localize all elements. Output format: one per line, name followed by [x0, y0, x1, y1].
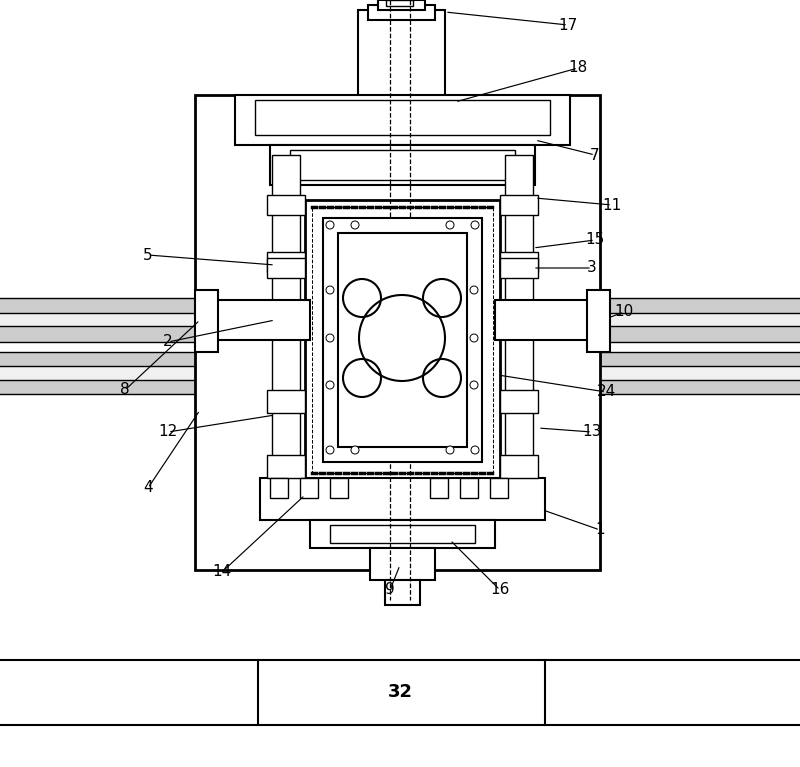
Bar: [0, 313, 800, 326]
Text: 4: 4: [143, 480, 153, 495]
Circle shape: [326, 381, 334, 389]
Circle shape: [470, 381, 478, 389]
Bar: [500, 252, 538, 272]
Bar: [200, 300, 310, 340]
Bar: [378, 0, 425, 10]
Text: 5: 5: [143, 248, 153, 262]
Bar: [505, 155, 533, 490]
Bar: [195, 95, 600, 570]
Bar: [0, 298, 800, 313]
Bar: [0, 380, 800, 394]
Circle shape: [351, 221, 359, 229]
Bar: [386, 0, 413, 6]
Bar: [270, 145, 535, 185]
Circle shape: [351, 446, 359, 454]
Circle shape: [326, 334, 334, 342]
Bar: [270, 478, 288, 498]
Bar: [500, 195, 538, 215]
Text: 32: 32: [387, 683, 413, 701]
Text: 24: 24: [596, 384, 616, 400]
Circle shape: [446, 446, 454, 454]
Bar: [385, 580, 420, 605]
Bar: [330, 478, 348, 498]
Text: 1: 1: [595, 522, 605, 538]
Bar: [495, 300, 605, 340]
Bar: [460, 478, 478, 498]
Circle shape: [471, 221, 479, 229]
Bar: [368, 5, 435, 20]
Text: 9: 9: [385, 582, 395, 597]
Circle shape: [470, 334, 478, 342]
Text: 10: 10: [614, 304, 634, 320]
Bar: [310, 520, 495, 548]
Bar: [500, 455, 538, 478]
Text: 2: 2: [163, 334, 173, 350]
Bar: [0, 326, 800, 342]
Bar: [0, 352, 800, 366]
Text: 11: 11: [602, 197, 622, 212]
Bar: [587, 290, 610, 352]
Text: 7: 7: [590, 147, 600, 163]
Bar: [258, 660, 545, 725]
Circle shape: [471, 446, 479, 454]
Bar: [290, 150, 515, 180]
Bar: [490, 478, 508, 498]
Bar: [267, 252, 305, 272]
Bar: [358, 10, 445, 97]
Bar: [370, 548, 435, 580]
Circle shape: [326, 286, 334, 294]
Bar: [0, 366, 800, 380]
Bar: [267, 195, 305, 215]
Bar: [330, 525, 475, 543]
Bar: [195, 290, 218, 352]
Text: 17: 17: [558, 18, 578, 32]
Bar: [305, 200, 500, 480]
Text: 13: 13: [582, 424, 602, 439]
Text: 14: 14: [212, 565, 232, 580]
Text: 18: 18: [568, 61, 588, 75]
Bar: [235, 95, 570, 145]
Bar: [430, 478, 448, 498]
Text: 15: 15: [586, 232, 605, 248]
Bar: [323, 218, 482, 462]
Bar: [338, 233, 467, 447]
Bar: [267, 455, 305, 478]
Circle shape: [326, 221, 334, 229]
Text: 3: 3: [587, 261, 597, 275]
Bar: [267, 258, 305, 278]
Circle shape: [326, 446, 334, 454]
Bar: [267, 390, 305, 413]
Circle shape: [470, 286, 478, 294]
Circle shape: [446, 221, 454, 229]
Bar: [300, 478, 318, 498]
Text: 12: 12: [158, 424, 178, 439]
Bar: [272, 155, 300, 490]
Bar: [500, 390, 538, 413]
Bar: [255, 100, 550, 135]
Text: 8: 8: [120, 383, 130, 397]
Bar: [260, 478, 545, 520]
Bar: [500, 258, 538, 278]
Bar: [312, 207, 493, 473]
Text: 16: 16: [490, 582, 510, 597]
